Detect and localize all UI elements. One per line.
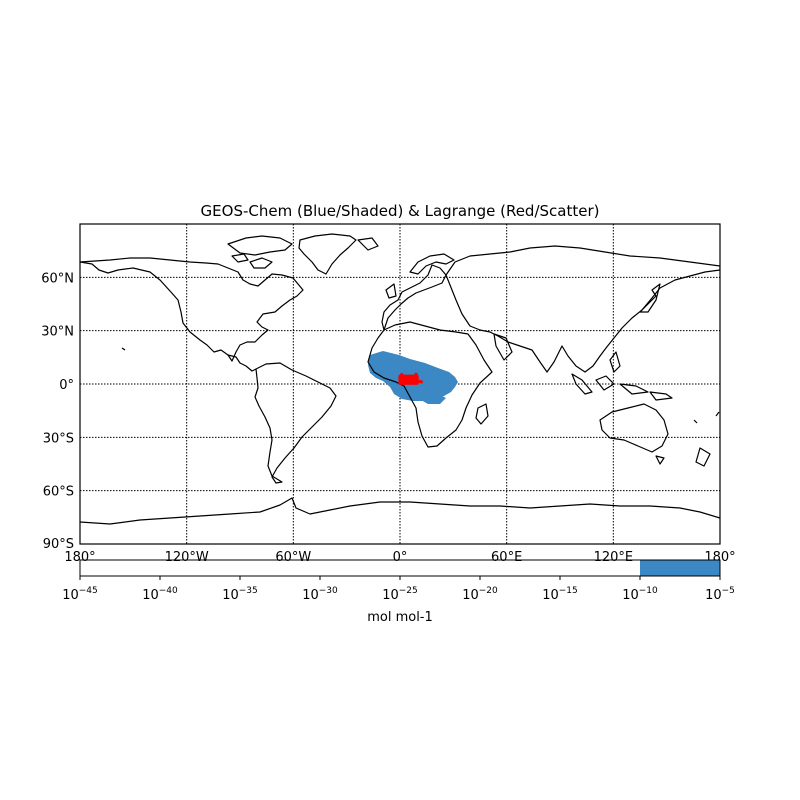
lon-label: 180°: [64, 550, 95, 565]
lon-label: 60°W: [275, 550, 311, 565]
colorbar-tick-label: 10−35: [222, 586, 258, 603]
lat-label: 90°S: [43, 537, 74, 552]
lat-label: 30°S: [43, 431, 74, 446]
colorbar-tick-label: 10−30: [302, 586, 338, 603]
lat-label: 60°S: [43, 485, 74, 500]
coastline-antarctica: [80, 497, 720, 525]
coastline-north-america: [80, 257, 304, 362]
coastline-europe: [381, 264, 447, 331]
geos-chem-shaded-region-south: [420, 393, 446, 404]
lon-label: 120°E: [594, 550, 634, 565]
scatter-point: [400, 372, 404, 377]
coastline-africa: [367, 321, 493, 448]
colorbar: 10−45 10−40 10−35 10−30 10−25 10−20 10−15 10−10…: [62, 559, 735, 625]
figure-title: GEOS-Chem (Blue/Shaded) & Lagrange (Red/…: [201, 202, 600, 220]
longitude-labels: 180° 120°W 60°W 0° 60°E 120°E 180°: [64, 550, 735, 565]
map-frame: [79, 223, 721, 545]
lon-label: 0°: [393, 550, 408, 565]
coastline-maritime-asia: [571, 373, 593, 395]
coastline-arctic-islands: [227, 235, 293, 256]
colorbar-tick-label: 10−5: [705, 586, 735, 603]
colorbar-tick-label: 10−40: [142, 586, 178, 603]
colorbar-ticks: 10−45 10−40 10−35 10−30 10−25 10−20 10−15 10−10…: [62, 576, 735, 603]
colorbar-label: mol mol-1: [367, 610, 433, 625]
scatter-point: [414, 372, 418, 376]
colorbar-tick-label: 10−15: [542, 586, 578, 603]
colorbar-tick-label: 10−20: [462, 586, 498, 603]
coastline-asia: [445, 245, 720, 373]
scatter-point: [419, 380, 423, 384]
colorbar-filled-segment: [640, 560, 720, 576]
coastline-central-america: [227, 354, 257, 372]
latitude-labels: 60°N 30°N 0° 30°S 60°S 90°S: [41, 271, 74, 552]
lat-label: 60°N: [41, 271, 74, 286]
lagrange-scatter: [398, 372, 423, 385]
colorbar-tick-label: 10−25: [382, 586, 418, 603]
coastline-japan: [639, 283, 661, 313]
lon-label: 60°E: [491, 550, 522, 565]
coastline-new-zealand: [695, 447, 711, 467]
lat-label: 0°: [59, 378, 74, 393]
coastline-south-america: [254, 362, 337, 484]
coastline-australia: [599, 403, 669, 453]
lat-label: 30°N: [41, 325, 74, 340]
coastline-greenland: [298, 233, 357, 275]
lon-label: 120°W: [165, 550, 209, 565]
map-area: [79, 223, 721, 545]
colorbar-tick-label: 10−10: [622, 586, 658, 603]
coastlines: [80, 233, 720, 525]
colorbar-tick-label: 10−45: [62, 586, 98, 603]
